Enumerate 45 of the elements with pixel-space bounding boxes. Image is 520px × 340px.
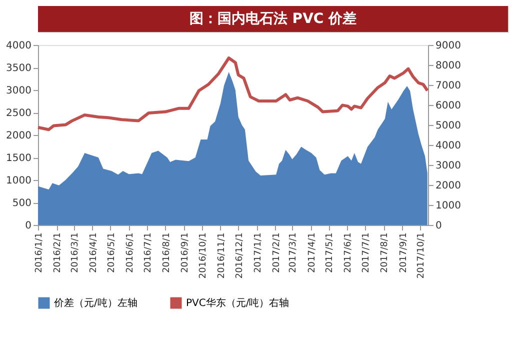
x-tick-label: 2017/8/1	[380, 232, 390, 273]
y2-tick-label: 7000	[436, 80, 461, 92]
x-tick-label: 2017/2/1	[272, 232, 282, 273]
y2-tick-label: 9000	[436, 40, 461, 52]
x-tick-label: 2017/6/1	[344, 232, 354, 273]
x-tick-label: 2017/4/1	[307, 232, 318, 273]
x-tick-label: 2017/3/1	[288, 232, 299, 273]
x-tick-label: 2017/10/1	[416, 232, 427, 279]
x-tick-label: 2017/5/1	[325, 232, 336, 273]
y2-tick-label: 3000	[436, 160, 461, 172]
y-tick-label: 3500	[6, 63, 32, 74]
y2-tick-label: 4000	[436, 140, 461, 152]
x-tick-label: 2016/4/1	[88, 232, 99, 273]
legend-label: PVC华东（元/吨）右轴	[186, 297, 290, 309]
y-tick-label: 1000	[6, 176, 32, 186]
x-tick-label: 2016/2/1	[53, 232, 64, 273]
x-tick-label: 2016/5/1	[106, 232, 117, 273]
y-tick-label: 0	[25, 220, 32, 232]
y2-tick-label: 0	[436, 220, 442, 232]
y-tick-label: 2000	[6, 130, 32, 142]
x-tick-label: 2017/9/1	[398, 232, 409, 273]
y-tick-label: 4000	[6, 40, 32, 52]
y2-tick-label: 6000	[436, 100, 461, 112]
x-tick-label: 2017/7/1	[362, 232, 372, 273]
y2-tick-label: 1000	[436, 200, 461, 212]
x-tick-label: 2016/9/1	[180, 232, 190, 273]
x-tick-label: 2016/3/1	[70, 232, 80, 273]
y-tick-label: 2500	[6, 108, 32, 119]
y2-tick-label: 2000	[436, 180, 461, 192]
x-tick-label: 2016/6/1	[125, 232, 136, 273]
line-series	[36, 56, 429, 132]
legend-label: 价差（元/吨）左轴	[53, 297, 138, 309]
x-tick-label: 2016/10/1	[198, 232, 208, 279]
y2-tick-label: 5000	[436, 120, 461, 132]
x-tick-label: 2016/8/1	[162, 232, 172, 273]
x-tick-label: 2016/1/1	[34, 232, 44, 273]
y-tick-label: 1500	[6, 153, 32, 164]
y-tick-label: 3000	[6, 86, 32, 96]
chart-title: 图：国内电石法 PVC 价差	[189, 11, 357, 27]
x-tick-label: 2017/1/1	[253, 232, 264, 273]
x-tick-label: 2016/12/1	[234, 232, 245, 279]
x-tick-label: 2016/7/1	[143, 232, 154, 273]
y2-tick-label: 8000	[436, 60, 461, 72]
x-tick-label: 2016/11/1	[216, 232, 227, 279]
y-tick-label: 500	[12, 198, 32, 209]
